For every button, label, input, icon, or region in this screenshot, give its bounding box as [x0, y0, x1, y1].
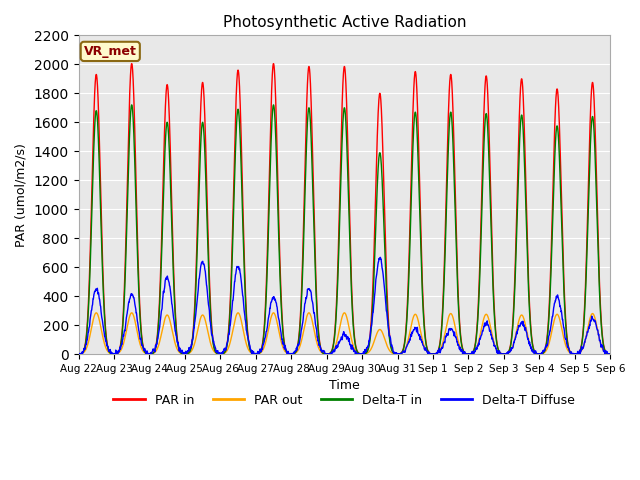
- Delta-T in: [75, 351, 83, 357]
- Delta-T in: [167, 194, 175, 200]
- Delta-T Diffuse: [75, 351, 83, 357]
- Y-axis label: PAR (umol/m2/s): PAR (umol/m2/s): [15, 143, 28, 247]
- Delta-T Diffuse: [77, 351, 84, 357]
- PAR in: [128, 60, 136, 66]
- PAR out: [279, 344, 287, 349]
- Delta-T Diffuse: [279, 341, 287, 347]
- Delta-T Diffuse: [607, 351, 614, 357]
- Delta-T in: [607, 351, 614, 357]
- PAR in: [539, 350, 547, 356]
- PAR out: [539, 351, 547, 357]
- Delta-T in: [596, 300, 604, 306]
- Legend: PAR in, PAR out, Delta-T in, Delta-T Diffuse: PAR in, PAR out, Delta-T in, Delta-T Dif…: [108, 389, 580, 412]
- PAR out: [75, 351, 83, 357]
- Delta-T Diffuse: [167, 292, 175, 298]
- Delta-T in: [279, 326, 287, 332]
- Delta-T Diffuse: [376, 254, 384, 260]
- PAR out: [302, 318, 310, 324]
- PAR in: [279, 322, 287, 328]
- Line: Delta-T Diffuse: Delta-T Diffuse: [79, 257, 611, 354]
- Delta-T Diffuse: [136, 331, 143, 336]
- PAR out: [596, 338, 604, 344]
- Line: Delta-T in: Delta-T in: [79, 105, 611, 354]
- PAR out: [136, 338, 143, 344]
- PAR in: [167, 168, 175, 174]
- PAR in: [607, 351, 614, 357]
- Line: PAR in: PAR in: [79, 63, 611, 354]
- PAR out: [92, 310, 100, 316]
- PAR in: [136, 293, 143, 299]
- PAR in: [75, 351, 83, 357]
- Title: Photosynthetic Active Radiation: Photosynthetic Active Radiation: [223, 15, 466, 30]
- Delta-T in: [128, 102, 136, 108]
- Delta-T Diffuse: [539, 348, 547, 353]
- PAR out: [167, 322, 175, 328]
- Text: VR_met: VR_met: [84, 45, 137, 58]
- Delta-T in: [136, 301, 143, 307]
- PAR out: [607, 351, 614, 357]
- Delta-T in: [539, 350, 547, 356]
- PAR in: [302, 138, 310, 144]
- X-axis label: Time: Time: [329, 379, 360, 393]
- Line: PAR out: PAR out: [79, 313, 611, 354]
- Delta-T Diffuse: [596, 338, 604, 344]
- PAR in: [596, 292, 604, 298]
- Delta-T in: [302, 168, 310, 174]
- Delta-T Diffuse: [302, 297, 310, 303]
